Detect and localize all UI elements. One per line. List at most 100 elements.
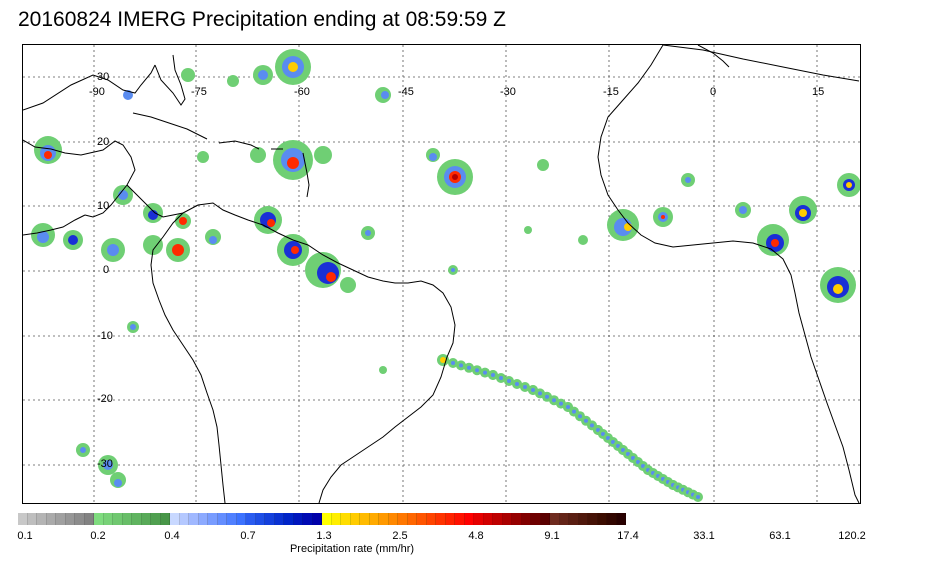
colorbar-swatch: [512, 513, 522, 525]
colorbar-swatch: [18, 513, 28, 525]
colorbar-swatch: [312, 513, 322, 525]
colorbar-swatch: [455, 513, 465, 525]
cuba-coastline: [132, 112, 208, 140]
colorbar-swatch: [360, 513, 370, 525]
precipitation-cell: [172, 244, 184, 256]
colorbar-tick: 0.7: [240, 530, 256, 542]
lon-label-75w: -75: [191, 86, 207, 98]
africa-north-coastline: [662, 45, 860, 82]
colorbar-swatch: [350, 513, 360, 525]
colorbar-tick: 0.4: [164, 530, 180, 542]
precipitation-cell: [143, 235, 163, 255]
florida-coastline: [154, 54, 186, 106]
colorbar-swatch: [474, 513, 484, 525]
colorbar-swatch: [37, 513, 47, 525]
precipitation-cell: [846, 182, 852, 188]
precipitation-cell: [833, 284, 843, 294]
colorbar-swatch: [274, 513, 284, 525]
precipitation-band-core: [578, 414, 582, 419]
colorbar-tick: 9.1: [544, 530, 560, 542]
south-america-coastline: [182, 202, 456, 503]
colorbar-swatch: [255, 513, 265, 525]
colorbar-swatch: [493, 513, 503, 525]
colorbar-tick: 120.2: [838, 530, 866, 542]
colorbar-swatch: [331, 513, 341, 525]
precipitation-cell: [524, 226, 532, 234]
lon-label-30w: -30: [500, 86, 516, 98]
colorbar-tick: 0.2: [90, 530, 106, 542]
precipitation-cell: [44, 151, 52, 159]
precipitation-cell: [578, 235, 588, 245]
precipitation-band-core: [566, 405, 570, 409]
colorbar-swatch: [578, 513, 588, 525]
precipitation-cell: [209, 236, 217, 244]
colorbar-swatch: [122, 513, 132, 525]
colorbar-swatch: [56, 513, 66, 525]
precipitation-cell: [179, 217, 187, 225]
colorbar-swatch: [417, 513, 427, 525]
colorbar-swatch: [132, 513, 142, 525]
colorbar-swatch: [246, 513, 256, 525]
colorbar-swatch: [569, 513, 579, 525]
precipitation-cell: [107, 244, 119, 256]
colorbar-swatch: [284, 513, 294, 525]
coastlines: [23, 45, 860, 503]
colorbar-swatch: [464, 513, 474, 525]
colorbar-swatch: [198, 513, 208, 525]
lon-label-45w: -45: [398, 86, 414, 98]
colorbar-swatch: [151, 513, 161, 525]
colorbar-swatch: [179, 513, 189, 525]
colorbar-swatch: [540, 513, 550, 525]
colorbar-tick: 1.3: [316, 530, 332, 542]
iberia-coastline: [697, 45, 730, 68]
precipitation-cell: [379, 366, 387, 374]
precipitation-band-core: [696, 495, 700, 499]
colorbar-swatch: [303, 513, 313, 525]
precipitation-band-core: [451, 361, 455, 365]
precipitation-band-core: [523, 385, 527, 389]
precipitation-cell: [291, 246, 299, 254]
precipitation-cell: [103, 460, 113, 470]
colorbar-swatch: [379, 513, 389, 525]
precipitation-cell: [37, 231, 49, 243]
lat-label-20s: -20: [97, 393, 113, 405]
lon-label-90w: -90: [89, 86, 105, 98]
precipitation-band-core: [459, 363, 463, 368]
precipitation-band-core: [572, 409, 576, 414]
colorbar-swatch: [521, 513, 531, 525]
map-canvas: [23, 45, 860, 503]
precipitation-cell: [365, 230, 371, 236]
precipitation-cell: [130, 324, 136, 330]
precipitation-band-core: [475, 368, 479, 373]
precipitation-band-core: [552, 398, 556, 403]
colorbar-swatch: [550, 513, 560, 525]
precipitation-cell: [451, 268, 455, 272]
colorbar-swatch: [388, 513, 398, 525]
precipitation-cell: [148, 210, 158, 220]
colorbar-swatch: [483, 513, 493, 525]
colorbar-swatch: [103, 513, 113, 525]
colorbar-tick: 33.1: [693, 530, 715, 542]
precipitation-cell: [114, 479, 122, 487]
precipitation-band-core: [499, 376, 503, 380]
africa-coastline: [597, 45, 860, 503]
colorbar-swatch: [65, 513, 75, 525]
precipitation-cell: [197, 151, 209, 163]
colorbar-swatch: [141, 513, 151, 525]
colorbar-swatch: [445, 513, 455, 525]
colorbar-swatch: [407, 513, 417, 525]
colorbar-tick: 63.1: [769, 530, 791, 542]
precipitation-cell: [537, 159, 549, 171]
north-america-gulf-coastline: [23, 64, 156, 111]
colorbar-swatch: [160, 513, 170, 525]
colorbar-swatch: [607, 513, 617, 525]
precipitation-cell: [326, 272, 336, 282]
lat-label-10n: 10: [97, 200, 110, 212]
precipitation-band-core: [559, 401, 563, 406]
colorbar: [18, 513, 626, 525]
panama-isthmus-coastline: [126, 184, 184, 218]
colorbar-swatch: [426, 513, 436, 525]
precipitation-cell: [381, 91, 389, 99]
precipitation-cell: [250, 147, 266, 163]
colorbar-swatch: [265, 513, 275, 525]
